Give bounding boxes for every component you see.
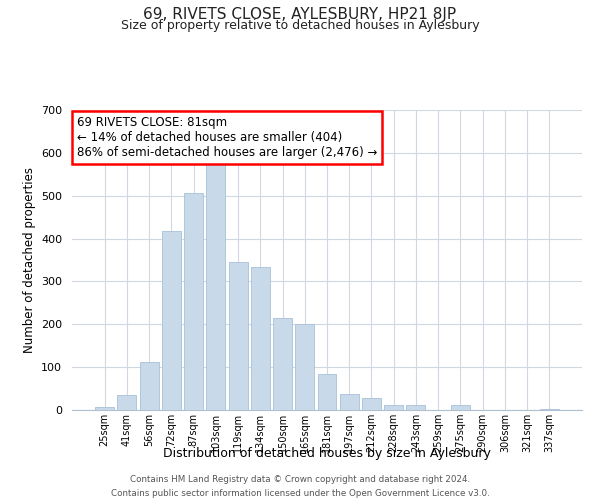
- Bar: [451, 405, 470, 410]
- Bar: [140, 362, 158, 410]
- Text: 69 RIVETS CLOSE: 81sqm
← 14% of detached houses are smaller (404)
86% of semi-de: 69 RIVETS CLOSE: 81sqm ← 14% of detached…: [77, 116, 377, 159]
- Bar: [340, 394, 359, 410]
- Bar: [95, 406, 114, 410]
- Text: Distribution of detached houses by size in Aylesbury: Distribution of detached houses by size …: [163, 448, 491, 460]
- Bar: [273, 318, 292, 410]
- Bar: [229, 262, 248, 410]
- Text: Size of property relative to detached houses in Aylesbury: Size of property relative to detached ho…: [121, 19, 479, 32]
- Bar: [384, 405, 403, 410]
- Y-axis label: Number of detached properties: Number of detached properties: [23, 167, 35, 353]
- Bar: [162, 232, 181, 410]
- Bar: [362, 398, 381, 410]
- Bar: [295, 324, 314, 410]
- Bar: [406, 405, 425, 410]
- Bar: [251, 268, 270, 410]
- Text: Contains HM Land Registry data © Crown copyright and database right 2024.
Contai: Contains HM Land Registry data © Crown c…: [110, 476, 490, 498]
- Text: 69, RIVETS CLOSE, AYLESBURY, HP21 8JP: 69, RIVETS CLOSE, AYLESBURY, HP21 8JP: [143, 8, 457, 22]
- Bar: [118, 395, 136, 410]
- Bar: [206, 162, 225, 410]
- Bar: [184, 192, 203, 410]
- Bar: [540, 408, 559, 410]
- Bar: [317, 374, 337, 410]
